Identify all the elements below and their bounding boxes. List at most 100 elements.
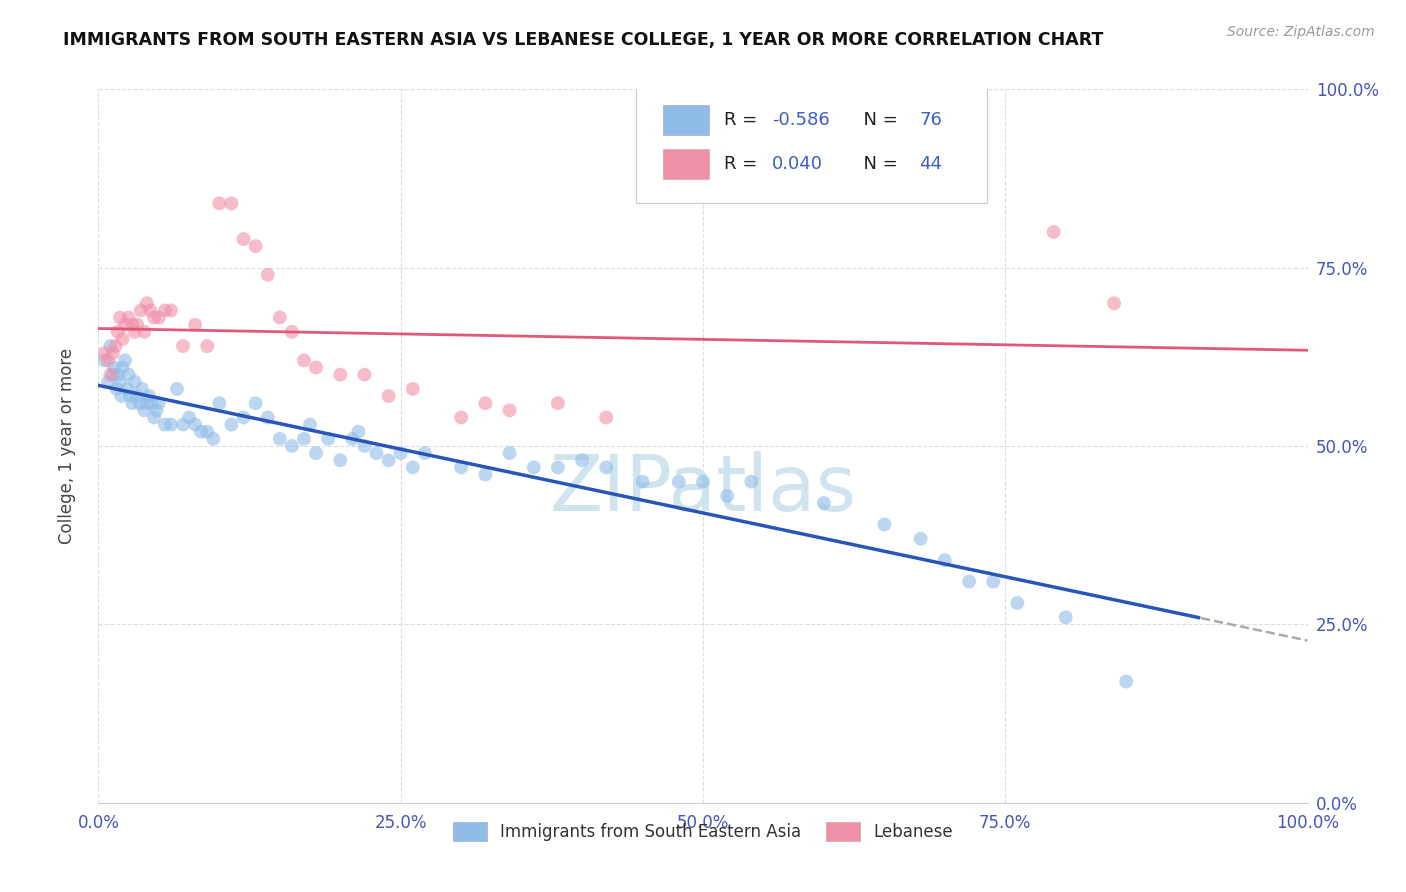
- Point: [981, 574, 1004, 589]
- Point: [232, 232, 254, 246]
- Point: [131, 382, 153, 396]
- Point: [121, 396, 143, 410]
- Point: [245, 239, 267, 253]
- Point: [153, 303, 176, 318]
- Point: [138, 389, 160, 403]
- Point: [450, 460, 472, 475]
- Point: [135, 396, 157, 410]
- Point: [148, 310, 170, 325]
- Point: [595, 460, 617, 475]
- Text: 0.040: 0.040: [772, 155, 823, 173]
- Point: [523, 460, 546, 475]
- Text: N =: N =: [852, 155, 903, 173]
- Point: [1115, 674, 1137, 689]
- Point: [347, 425, 370, 439]
- Point: [105, 382, 128, 396]
- Point: [221, 196, 243, 211]
- Point: [281, 439, 304, 453]
- Point: [160, 417, 183, 432]
- Point: [498, 446, 520, 460]
- Point: [121, 318, 143, 332]
- Point: [143, 310, 166, 325]
- Point: [353, 368, 375, 382]
- Point: [195, 425, 218, 439]
- Point: [118, 368, 141, 382]
- Point: [957, 574, 980, 589]
- Point: [107, 325, 129, 339]
- Point: [873, 517, 896, 532]
- Point: [595, 410, 617, 425]
- Point: [107, 368, 129, 382]
- Point: [740, 475, 762, 489]
- Point: [202, 432, 225, 446]
- Point: [305, 446, 328, 460]
- Point: [111, 360, 134, 375]
- Point: [135, 296, 157, 310]
- Point: [571, 453, 593, 467]
- Point: [166, 382, 188, 396]
- Point: [124, 375, 146, 389]
- Point: [389, 446, 412, 460]
- Point: [118, 389, 141, 403]
- Point: [329, 453, 352, 467]
- Point: [498, 403, 520, 417]
- Point: [269, 310, 291, 325]
- Point: [269, 432, 291, 446]
- Point: [292, 353, 315, 368]
- Text: R =: R =: [724, 155, 762, 173]
- Point: [129, 303, 152, 318]
- Point: [110, 389, 132, 403]
- Point: [692, 475, 714, 489]
- Point: [124, 325, 146, 339]
- Point: [141, 396, 163, 410]
- Point: [114, 353, 136, 368]
- Point: [353, 439, 375, 453]
- Point: [221, 417, 243, 432]
- Y-axis label: College, 1 year or more: College, 1 year or more: [58, 348, 76, 544]
- Point: [245, 396, 267, 410]
- FancyBboxPatch shape: [664, 105, 709, 135]
- Legend: Immigrants from South Eastern Asia, Lebanese: Immigrants from South Eastern Asia, Leba…: [447, 815, 959, 848]
- Point: [134, 403, 156, 417]
- Point: [128, 396, 150, 410]
- Text: ZIPatlas: ZIPatlas: [550, 450, 856, 527]
- Point: [117, 382, 139, 396]
- Point: [127, 389, 149, 403]
- Point: [127, 318, 149, 332]
- Point: [402, 382, 425, 396]
- Point: [93, 346, 115, 360]
- Point: [305, 360, 328, 375]
- Point: [134, 325, 156, 339]
- Point: [232, 410, 254, 425]
- Point: [172, 339, 194, 353]
- Text: 44: 44: [920, 155, 942, 173]
- Point: [108, 375, 131, 389]
- Text: Source: ZipAtlas.com: Source: ZipAtlas.com: [1227, 25, 1375, 39]
- Point: [413, 446, 436, 460]
- Text: N =: N =: [852, 111, 903, 128]
- Point: [377, 453, 399, 467]
- FancyBboxPatch shape: [637, 86, 987, 203]
- Text: 76: 76: [920, 111, 942, 128]
- Point: [195, 339, 218, 353]
- Point: [547, 396, 569, 410]
- Point: [281, 325, 304, 339]
- Point: [342, 432, 364, 446]
- Point: [474, 467, 496, 482]
- Point: [190, 425, 212, 439]
- Point: [143, 410, 166, 425]
- Point: [103, 360, 125, 375]
- Point: [139, 303, 162, 318]
- Point: [716, 489, 738, 503]
- Point: [184, 318, 207, 332]
- Point: [208, 196, 231, 211]
- Point: [547, 460, 569, 475]
- Point: [97, 375, 120, 389]
- Point: [329, 368, 352, 382]
- Text: -0.586: -0.586: [772, 111, 830, 128]
- Point: [1007, 596, 1029, 610]
- Point: [1042, 225, 1064, 239]
- Point: [910, 532, 932, 546]
- Point: [153, 417, 176, 432]
- Text: R =: R =: [724, 111, 762, 128]
